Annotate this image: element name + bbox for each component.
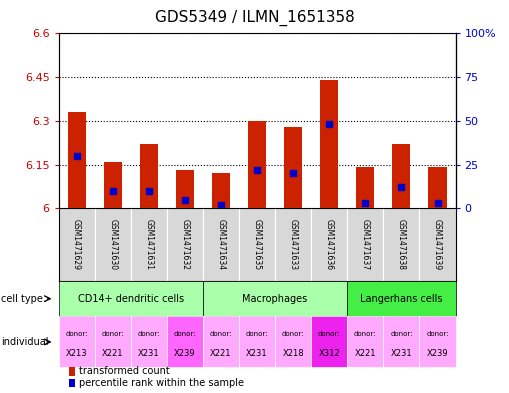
- Bar: [167, 316, 203, 367]
- Text: donor:: donor:: [318, 331, 341, 337]
- Bar: [320, 80, 338, 208]
- Bar: [311, 316, 347, 367]
- Bar: [419, 316, 456, 367]
- Text: X218: X218: [282, 349, 304, 358]
- Text: GSM1471635: GSM1471635: [252, 219, 262, 270]
- Text: GSM1471630: GSM1471630: [108, 219, 117, 270]
- Bar: [131, 316, 167, 367]
- Bar: [347, 281, 456, 316]
- Text: percentile rank within the sample: percentile rank within the sample: [79, 378, 244, 388]
- Text: GSM1471634: GSM1471634: [216, 219, 225, 270]
- Text: GSM1471633: GSM1471633: [289, 219, 298, 270]
- Text: donor:: donor:: [137, 331, 160, 337]
- Bar: [383, 316, 419, 367]
- Text: X221: X221: [102, 349, 123, 358]
- Text: Langerhans cells: Langerhans cells: [360, 294, 443, 304]
- Text: CD14+ dendritic cells: CD14+ dendritic cells: [78, 294, 184, 304]
- Bar: [104, 162, 122, 208]
- Bar: [68, 112, 86, 208]
- Bar: [239, 208, 275, 281]
- Text: GSM1471637: GSM1471637: [361, 219, 370, 270]
- Text: GSM1471632: GSM1471632: [180, 219, 189, 270]
- Text: X231: X231: [138, 349, 160, 358]
- Bar: [212, 173, 230, 208]
- Bar: [347, 208, 383, 281]
- Bar: [140, 144, 158, 208]
- Text: donor:: donor:: [65, 331, 88, 337]
- Text: cell type: cell type: [1, 294, 43, 304]
- Text: GSM1471638: GSM1471638: [397, 219, 406, 270]
- Bar: [203, 281, 347, 316]
- Text: GSM1471631: GSM1471631: [144, 219, 153, 270]
- Text: X231: X231: [246, 349, 268, 358]
- Bar: [356, 167, 374, 208]
- Text: donor:: donor:: [210, 331, 232, 337]
- Bar: [383, 208, 419, 281]
- Bar: [419, 208, 456, 281]
- Bar: [429, 167, 446, 208]
- Text: X213: X213: [66, 349, 88, 358]
- Text: donor:: donor:: [246, 331, 268, 337]
- Bar: [69, 367, 75, 376]
- Bar: [311, 208, 347, 281]
- Bar: [167, 208, 203, 281]
- Bar: [69, 379, 75, 387]
- Text: GSM1471636: GSM1471636: [325, 219, 334, 270]
- Bar: [59, 208, 95, 281]
- Bar: [248, 121, 266, 208]
- Bar: [131, 208, 167, 281]
- Bar: [59, 281, 203, 316]
- Text: X231: X231: [390, 349, 412, 358]
- Bar: [275, 208, 311, 281]
- Text: donor:: donor:: [426, 331, 449, 337]
- Bar: [239, 316, 275, 367]
- Bar: [347, 316, 383, 367]
- Bar: [95, 316, 131, 367]
- Text: individual: individual: [1, 337, 48, 347]
- Bar: [95, 208, 131, 281]
- Text: GSM1471639: GSM1471639: [433, 219, 442, 270]
- Text: donor:: donor:: [101, 331, 124, 337]
- Text: donor:: donor:: [282, 331, 304, 337]
- Text: donor:: donor:: [390, 331, 413, 337]
- Text: transformed count: transformed count: [79, 366, 169, 376]
- Text: X239: X239: [174, 349, 195, 358]
- Text: X221: X221: [210, 349, 232, 358]
- Text: donor:: donor:: [354, 331, 377, 337]
- Bar: [392, 144, 410, 208]
- Text: GSM1471629: GSM1471629: [72, 219, 81, 270]
- Bar: [203, 316, 239, 367]
- Text: X239: X239: [427, 349, 448, 358]
- Text: donor:: donor:: [174, 331, 196, 337]
- Bar: [284, 127, 302, 208]
- Text: X312: X312: [319, 349, 340, 358]
- Text: X221: X221: [355, 349, 376, 358]
- Text: GDS5349 / ILMN_1651358: GDS5349 / ILMN_1651358: [155, 10, 354, 26]
- Bar: [59, 316, 95, 367]
- Bar: [275, 316, 311, 367]
- Text: Macrophages: Macrophages: [242, 294, 308, 304]
- Bar: [203, 208, 239, 281]
- Bar: [176, 171, 194, 208]
